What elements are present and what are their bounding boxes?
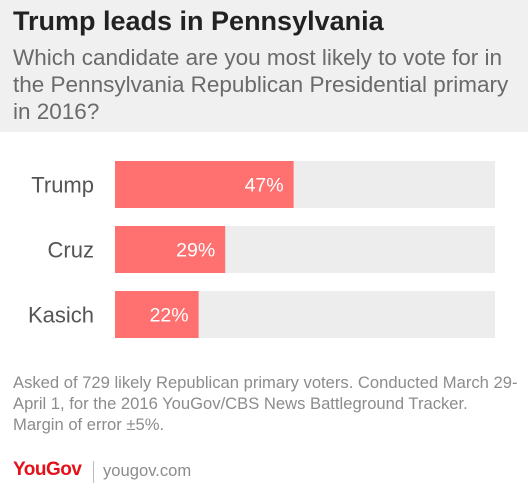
value-label-kasich: 22%	[150, 305, 189, 327]
yougov-logo: YouGov	[13, 459, 82, 480]
footer-divider	[93, 461, 94, 483]
bar-trump	[115, 161, 294, 208]
chart-subtitle: Which candidate are you most likely to v…	[13, 45, 509, 124]
value-label-trump: 47%	[245, 175, 284, 197]
category-label-trump: Trump	[31, 173, 94, 198]
category-label-kasich: Kasich	[28, 303, 94, 328]
footnote: Asked of 729 likely Republican primary v…	[13, 373, 518, 434]
value-label-cruz: 29%	[176, 240, 215, 262]
footer-site-link[interactable]: yougov.com	[103, 461, 192, 480]
category-label-cruz: Cruz	[48, 238, 94, 263]
bar-cruz	[115, 226, 226, 273]
chart-header: Trump leads in Pennsylvania Which candid…	[0, 0, 528, 132]
chart-title: Trump leads in Pennsylvania	[13, 6, 384, 36]
bar-kasich	[115, 291, 199, 338]
bar-chart: Trump 47% Cruz 29% Kasich 22%	[0, 132, 528, 360]
bar-chart-svg: Trump 47% Cruz 29% Kasich 22%	[28, 161, 495, 338]
